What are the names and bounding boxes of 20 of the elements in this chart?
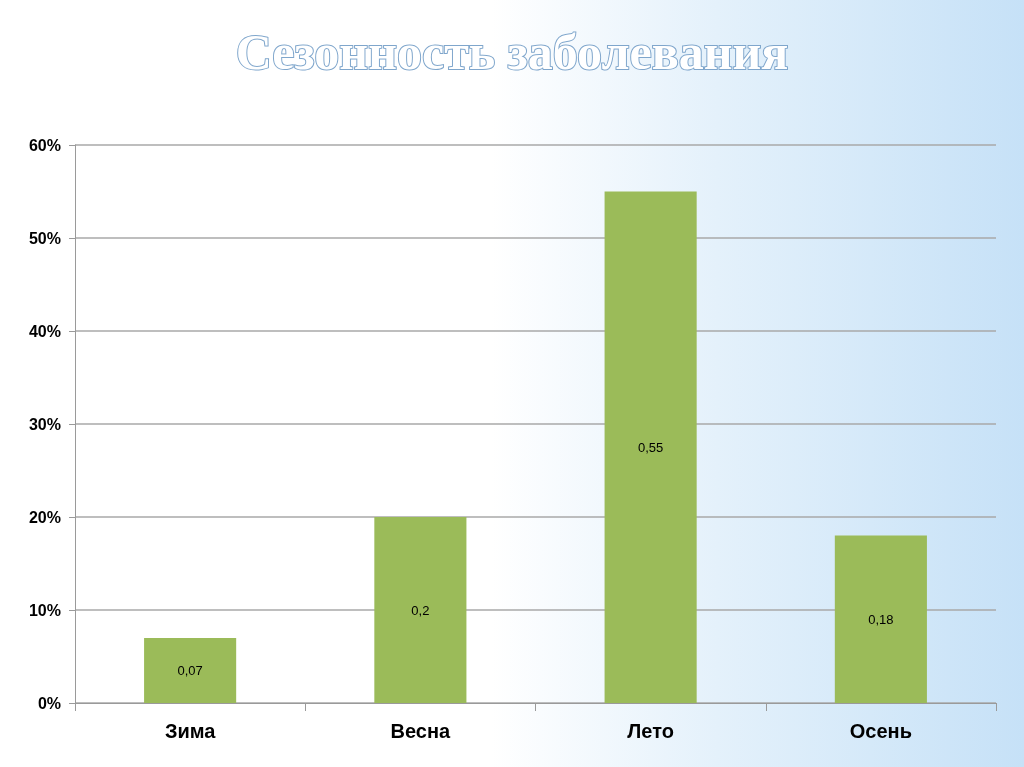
y-tick-label: 30% [28, 415, 61, 433]
bar [834, 535, 927, 703]
y-tick-label: 0% [37, 694, 61, 712]
bar [144, 637, 237, 703]
y-tick-label: 10% [28, 601, 61, 619]
y-tick-label: 20% [28, 508, 61, 526]
y-tick-label: 40% [28, 322, 61, 340]
chart-title: Сезонность заболевания [235, 24, 789, 80]
x-tick-label: Осень [849, 720, 912, 742]
data-label: 0,55 [637, 439, 664, 455]
x-tick-label: Весна [390, 720, 452, 742]
data-label: 0,07 [177, 662, 203, 678]
y-tick-label: 50% [28, 229, 61, 247]
y-tick-label: 60% [28, 136, 61, 154]
bar [374, 517, 467, 703]
bar [604, 191, 697, 703]
data-label: 0,2 [411, 602, 430, 618]
data-label: 0,18 [868, 611, 894, 627]
x-tick-label: Зима [164, 720, 217, 742]
x-tick-label: Лето [627, 720, 674, 742]
